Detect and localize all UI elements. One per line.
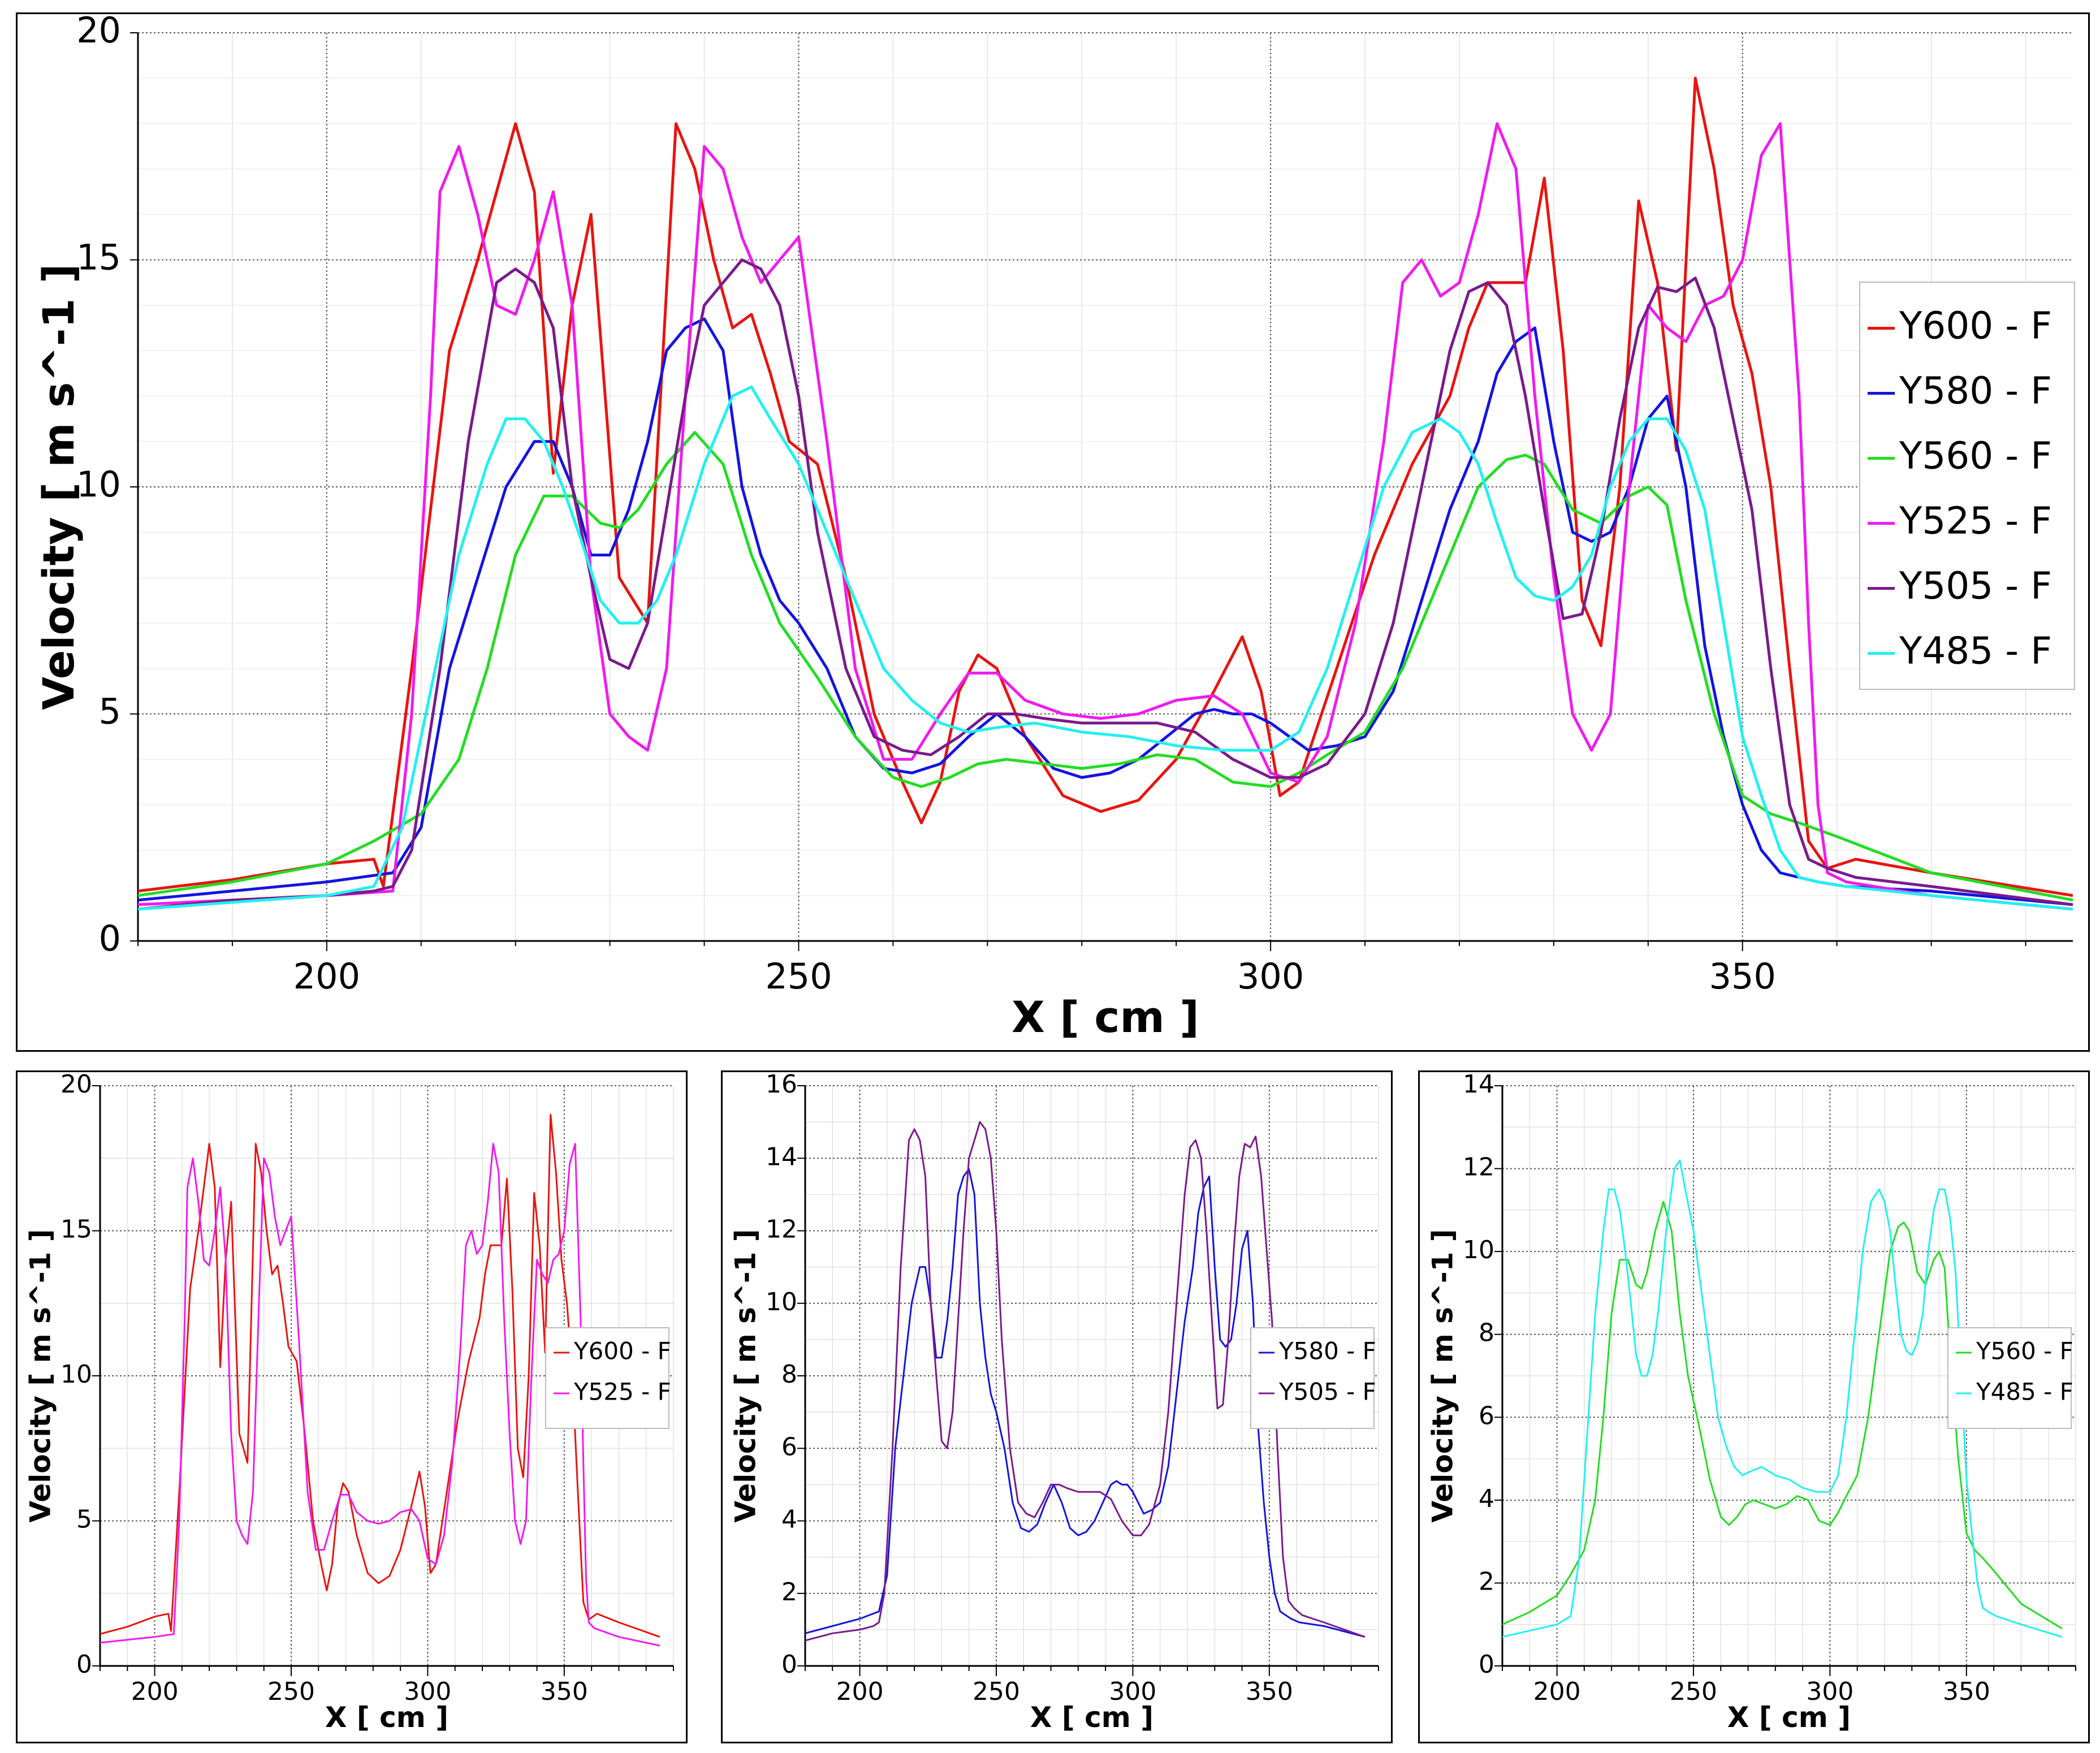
y-axis-title: Velocity [ m s^-1 ] <box>33 264 84 710</box>
x-tick-label: 300 <box>1109 1677 1156 1706</box>
y-tick-label: 0 <box>781 1650 797 1679</box>
series-line-y505-f <box>138 258 2073 911</box>
x-tick-label: 200 <box>131 1677 179 1706</box>
y-tick-label: 20 <box>61 1072 92 1099</box>
x-tick-label: 300 <box>404 1677 451 1706</box>
subchart-y560-y485: 200 250 300 350 0 2 4 6 8 10 12 14 X [ cm ] Velocity … <box>1427 1070 2076 1734</box>
series-line-y485-f <box>138 385 2073 911</box>
x-tick-label: 300 <box>1237 956 1304 997</box>
subchart-1-panel: 200 250 300 350 0 5 10 15 20 X [ cm ] Velocity [ m… <box>16 1070 688 1743</box>
legend-label-y485-f: Y485 - F <box>1899 629 2052 673</box>
x-axis-title: X [ cm ] <box>1727 1701 1851 1734</box>
y-tick-label: 8 <box>781 1360 797 1389</box>
main-chart-panel: 200 250 300 350 0 5 10 15 20 X [ cm ] Velocity [ m… <box>16 10 2090 1052</box>
legend-label-y580-f: Y580 - F <box>1899 369 2052 413</box>
x-tick-label: 250 <box>973 1677 1020 1706</box>
series-line-y485-f <box>1502 1159 2063 1638</box>
series-line-y580-f <box>138 317 2073 906</box>
x-tick-label: 200 <box>836 1677 884 1706</box>
y-axis-title: Velocity [ m s^-1 ] <box>1427 1229 1459 1522</box>
legend-label-y505-f: Y505 - F <box>1899 564 2052 608</box>
y-tick-label: 8 <box>1479 1319 1494 1348</box>
y-tick-label: 12 <box>1463 1153 1494 1182</box>
x-axis-title: X [ cm ] <box>1030 1701 1153 1734</box>
y-tick-label: 6 <box>781 1432 797 1461</box>
y-tick-label: 0 <box>1479 1650 1494 1679</box>
y-tick-label: 6 <box>1479 1401 1494 1430</box>
legend: Y580 - F Y505 - F <box>1250 1327 1376 1429</box>
y-axis-title: Velocity [ m s^-1 ] <box>729 1229 762 1522</box>
y-tick-label: 10 <box>61 1360 92 1389</box>
y-tick-label: 20 <box>76 14 121 51</box>
y-tick-label: 16 <box>766 1072 797 1099</box>
y-tick-label: 15 <box>76 237 121 278</box>
x-tick-label: 350 <box>1246 1677 1293 1706</box>
x-tick-label: 350 <box>1709 956 1776 997</box>
legend-label-y600-f: Y600 - F <box>1899 304 2052 348</box>
y-tick-label: 14 <box>1463 1072 1494 1099</box>
legend-label-y525-f: Y525 - F <box>1899 499 2052 543</box>
x-tick-label: 250 <box>267 1677 315 1706</box>
y-tick-label: 12 <box>766 1215 797 1244</box>
legend-label-y525-f: Y525 - F <box>573 1378 671 1406</box>
x-tick-label: 200 <box>1533 1677 1581 1706</box>
grid <box>1502 1085 2076 1666</box>
y-tick-label: 2 <box>1479 1567 1494 1596</box>
main-velocity-chart: 200 250 300 350 0 5 10 15 20 X [ cm ] Velocity [ m… <box>33 10 2075 1042</box>
legend-label-y580-f: Y580 - F <box>1278 1337 1376 1365</box>
y-tick-label: 10 <box>1463 1236 1494 1264</box>
legend: Y600 - F Y525 - F <box>545 1327 671 1429</box>
grid <box>137 32 2073 941</box>
x-tick-label: 250 <box>1670 1677 1717 1706</box>
series-line-y525-f <box>100 1143 660 1647</box>
y-tick-label: 0 <box>99 918 121 959</box>
y-tick-label: 15 <box>61 1215 92 1244</box>
x-tick-label: 350 <box>541 1677 588 1706</box>
series-line-y600-f <box>138 76 2073 897</box>
x-axis-title: X [ cm ] <box>1012 992 1199 1042</box>
series-line-y580-f <box>805 1168 1366 1638</box>
legend-label-y600-f: Y600 - F <box>573 1337 671 1365</box>
x-axis-title: X [ cm ] <box>325 1701 448 1734</box>
subchart-y600-y525: 200 250 300 350 0 5 10 15 20 X [ cm ] Velocity [ m… <box>24 1070 674 1734</box>
legend: Y600 - F Y580 - F Y560 - F Y525 - F Y505 - F… <box>1859 282 2075 690</box>
subchart-2-panel: 200 250 300 350 0 2 4 6 8 10 12 14 16 X [ cm ] Velocit… <box>721 1070 1393 1743</box>
series-line-y600-f <box>100 1113 660 1638</box>
series-line-y560-f <box>138 431 2073 902</box>
series-line-y505-f <box>805 1121 1366 1642</box>
y-tick-label: 10 <box>76 464 121 505</box>
legend-label-y560-f: Y560 - F <box>1976 1337 2073 1365</box>
x-tick-label: 200 <box>293 956 360 997</box>
x-tick-label: 300 <box>1806 1677 1853 1706</box>
y-tick-label: 4 <box>1479 1484 1494 1513</box>
y-tick-label: 14 <box>766 1142 797 1171</box>
x-tick-label: 250 <box>765 956 832 997</box>
x-tick-label: 350 <box>1943 1677 1990 1706</box>
series-line-y525-f <box>138 122 2073 911</box>
legend-label-y560-f: Y560 - F <box>1899 434 2052 478</box>
subchart-y580-y505: 200 250 300 350 0 2 4 6 8 10 12 14 16 X [ cm ] Velocit… <box>729 1070 1379 1734</box>
legend-label-y505-f: Y505 - F <box>1278 1378 1376 1406</box>
y-tick-label: 2 <box>781 1578 797 1607</box>
y-tick-label: 0 <box>76 1650 92 1679</box>
y-tick-label: 4 <box>781 1505 797 1534</box>
y-axis-title: Velocity [ m s^-1 ] <box>24 1229 57 1522</box>
y-tick-label: 5 <box>99 691 121 732</box>
legend: Y560 - F Y485 - F <box>1947 1327 2073 1429</box>
legend-label-y485-f: Y485 - F <box>1976 1378 2073 1406</box>
y-tick-label: 5 <box>76 1505 92 1534</box>
subchart-3-panel: 200 250 300 350 0 2 4 6 8 10 12 14 X [ cm ] Velocity … <box>1418 1070 2090 1743</box>
y-tick-label: 10 <box>766 1288 797 1316</box>
